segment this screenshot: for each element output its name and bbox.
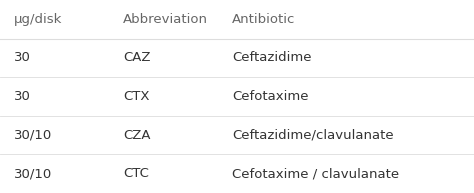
Text: Cefotaxime / clavulanate: Cefotaxime / clavulanate — [232, 167, 400, 180]
Text: Ceftazidime: Ceftazidime — [232, 51, 312, 64]
Text: 30: 30 — [14, 51, 31, 64]
Text: μg/disk: μg/disk — [14, 13, 63, 26]
Text: Abbreviation: Abbreviation — [123, 13, 208, 26]
Text: CTX: CTX — [123, 90, 150, 103]
Text: 30/10: 30/10 — [14, 167, 53, 180]
Text: CTC: CTC — [123, 167, 149, 180]
Text: CAZ: CAZ — [123, 51, 151, 64]
Text: 30/10: 30/10 — [14, 129, 53, 142]
Text: 30: 30 — [14, 90, 31, 103]
Text: Ceftazidime/clavulanate: Ceftazidime/clavulanate — [232, 129, 394, 142]
Text: CZA: CZA — [123, 129, 151, 142]
Text: Antibiotic: Antibiotic — [232, 13, 296, 26]
Text: Cefotaxime: Cefotaxime — [232, 90, 309, 103]
